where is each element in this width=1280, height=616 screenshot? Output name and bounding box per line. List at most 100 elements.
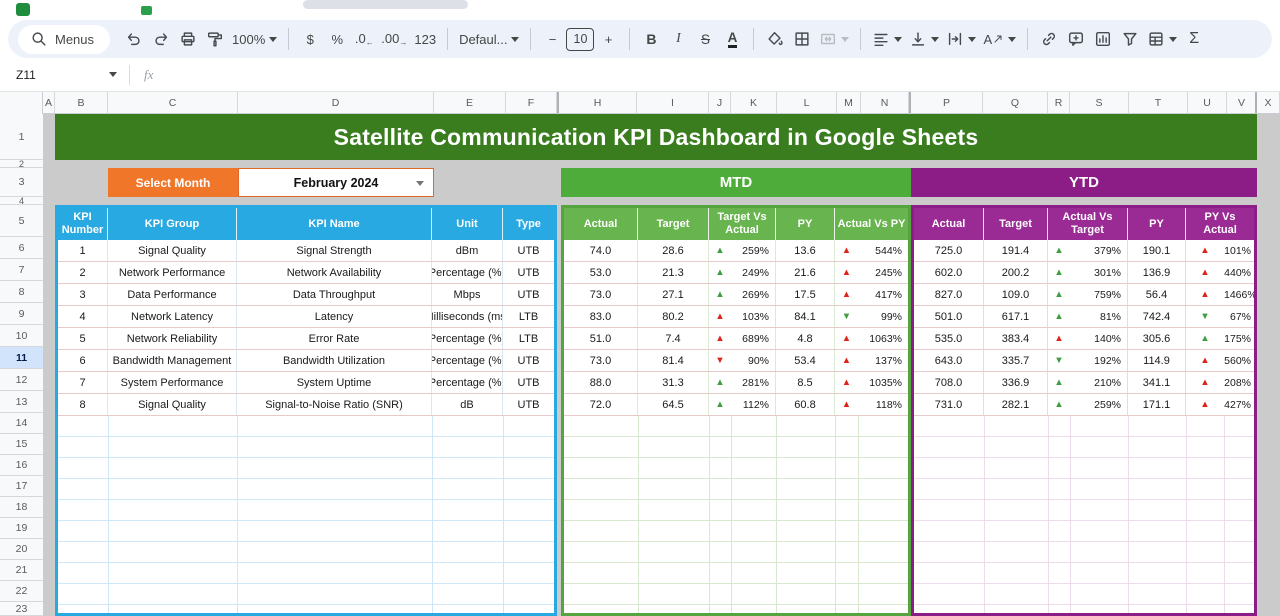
vertical-align-button[interactable] — [906, 25, 942, 53]
table-row[interactable]: 535.0 383.4 ▲ 140% 305.6 ▲ 175% — [914, 328, 1254, 350]
cell-type[interactable]: UTB — [517, 288, 540, 301]
row-header-11-selected[interactable]: 11 — [0, 347, 43, 369]
cell-actual-vs-target[interactable]: ▲ 259% — [1048, 394, 1128, 415]
row-header-3[interactable]: 3 — [0, 168, 43, 197]
column-header-A[interactable]: A — [43, 92, 55, 113]
column-header-J[interactable]: J — [709, 92, 731, 113]
table-row[interactable]: 827.0 109.0 ▲ 759% 56.4 ▲ 1466% — [914, 284, 1254, 306]
header-kpi-number[interactable]: KPI Number — [58, 208, 108, 240]
column-header-V[interactable]: V — [1227, 92, 1257, 113]
row-header-17[interactable]: 17 — [0, 476, 43, 497]
cell-kpi-name[interactable]: System Uptime — [237, 372, 432, 393]
cell-kpi-name[interactable]: Network Availability — [237, 262, 432, 283]
table-row[interactable]: 73.0 81.4 ▼ 90% 53.4 ▲ 137% — [564, 350, 908, 372]
select-all-corner[interactable] — [0, 92, 43, 114]
header-kpi-group[interactable]: KPI Group — [108, 208, 237, 240]
header-ytd-py[interactable]: PY — [1128, 208, 1186, 240]
header-mtd-py[interactable]: PY — [776, 208, 835, 240]
table-row[interactable]: 731.0 282.1 ▲ 259% 171.1 ▲ 427% — [914, 394, 1254, 416]
cell-actual-vs-target[interactable]: ▲ 301% — [1048, 262, 1128, 283]
paint-format-button[interactable] — [202, 25, 228, 53]
name-box[interactable]: Z11 — [0, 58, 105, 91]
insert-chart-button[interactable] — [1090, 25, 1116, 53]
cell-unit[interactable]: Percentage (%) — [432, 328, 503, 349]
more-formats-button[interactable]: 123 — [411, 25, 439, 53]
table-row[interactable]: 51.0 7.4 ▲ 689% 4.8 ▲ 1063% — [564, 328, 908, 350]
row-header-22[interactable]: 22 — [0, 581, 43, 602]
table-row[interactable]: 72.0 64.5 ▲ 112% 60.8 ▲ 118% — [564, 394, 908, 416]
cell-type[interactable]: UTB — [517, 266, 540, 279]
row-header-5[interactable]: 5 — [0, 205, 43, 237]
cell-type[interactable]: UTB — [517, 354, 540, 367]
cell-target[interactable]: 80.2 — [638, 306, 709, 327]
column-header-R[interactable]: R — [1048, 92, 1070, 113]
select-month-label[interactable]: Select Month — [108, 168, 238, 197]
cell-py[interactable]: 13.6 — [776, 240, 835, 261]
italic-button[interactable]: I — [665, 25, 691, 53]
cell-py[interactable]: 53.4 — [776, 350, 835, 371]
table-row[interactable]: 2 Network Performance Network Availabili… — [58, 262, 554, 284]
cell-actual[interactable]: 73.0 — [564, 350, 638, 371]
redo-button[interactable] — [148, 25, 174, 53]
column-header-K[interactable]: K — [731, 92, 777, 113]
cell-type[interactable]: UTB — [517, 376, 540, 389]
row-header-20[interactable]: 20 — [0, 539, 43, 560]
header-kpi-name[interactable]: KPI Name — [237, 208, 432, 240]
cell-target[interactable]: 335.7 — [984, 350, 1048, 371]
table-row[interactable]: 1 Signal Quality Signal Strength dBm UTB — [58, 240, 554, 262]
header-target-vs-actual[interactable]: Target Vs Actual — [709, 208, 776, 240]
header-ytd-actual[interactable]: Actual — [914, 208, 984, 240]
row-header-10[interactable]: 10 — [0, 325, 43, 347]
cell-kpi-name[interactable]: Signal-to-Noise Ratio (SNR) — [237, 394, 432, 415]
row-header-2[interactable]: 2 — [0, 160, 43, 168]
header-py-vs-actual[interactable]: PY Vs Actual — [1203, 211, 1237, 236]
cell-actual-vs-py[interactable]: ▲ 417% — [835, 284, 908, 305]
cell-kpi-number[interactable]: 8 — [58, 394, 108, 415]
cell-actual[interactable]: 643.0 — [914, 350, 984, 371]
cell-actual-vs-target[interactable]: ▲ 210% — [1048, 372, 1128, 393]
table-views-button[interactable] — [1144, 25, 1180, 53]
cell-actual-vs-target[interactable]: ▲ 759% — [1048, 284, 1128, 305]
cell-py[interactable]: 21.6 — [776, 262, 835, 283]
format-percent-button[interactable]: % — [324, 25, 350, 53]
cell-py-vs-actual[interactable]: ▲ 208% — [1186, 372, 1254, 393]
cell-unit[interactable]: Percentage (%) — [432, 372, 503, 393]
header-actual-vs-py[interactable]: Actual Vs PY — [837, 217, 906, 230]
insert-comment-button[interactable] — [1063, 25, 1089, 53]
functions-button[interactable]: Σ — [1181, 25, 1207, 53]
cell-py[interactable]: 171.1 — [1128, 394, 1186, 415]
cell-actual-vs-py[interactable]: ▲ 1063% — [835, 328, 908, 349]
cell-actual[interactable]: 53.0 — [564, 262, 638, 283]
row-header-13[interactable]: 13 — [0, 391, 43, 413]
row-header-21[interactable]: 21 — [0, 560, 43, 581]
column-header-H[interactable]: H — [559, 92, 637, 113]
row-header-9[interactable]: 9 — [0, 303, 43, 325]
cell-kpi-number[interactable]: 4 — [58, 306, 108, 327]
column-header-S[interactable]: S — [1070, 92, 1129, 113]
font-family-selector[interactable]: Defaul... — [456, 25, 522, 53]
cell-actual[interactable]: 83.0 — [564, 306, 638, 327]
table-row[interactable]: 8 Signal Quality Signal-to-Noise Ratio (… — [58, 394, 554, 416]
cell-py-vs-actual[interactable]: ▲ 560% — [1186, 350, 1254, 371]
column-header-F[interactable]: F — [506, 92, 557, 113]
cell-target[interactable]: 383.4 — [984, 328, 1048, 349]
text-rotation-button[interactable]: A — [980, 25, 1019, 53]
format-currency-button[interactable]: $ — [297, 25, 323, 53]
cell-kpi-group[interactable]: System Performance — [108, 372, 237, 393]
cell-target[interactable]: 27.1 — [638, 284, 709, 305]
table-row[interactable]: 5 Network Reliability Error Rate Percent… — [58, 328, 554, 350]
empty-rows[interactable] — [58, 416, 554, 613]
cell-kpi-number[interactable]: 1 — [58, 240, 108, 261]
undo-button[interactable] — [121, 25, 147, 53]
cell-py[interactable]: 190.1 — [1128, 240, 1186, 261]
create-filter-button[interactable] — [1117, 25, 1143, 53]
header-ytd-target[interactable]: Target — [984, 208, 1048, 240]
strikethrough-button[interactable]: S — [692, 25, 718, 53]
cell-target[interactable]: 81.4 — [638, 350, 709, 371]
row-header-19[interactable]: 19 — [0, 518, 43, 539]
cell-actual[interactable]: 88.0 — [564, 372, 638, 393]
cell-kpi-group[interactable]: Signal Quality — [108, 394, 237, 415]
table-row[interactable]: 53.0 21.3 ▲ 249% 21.6 ▲ 245% — [564, 262, 908, 284]
table-row[interactable]: 602.0 200.2 ▲ 301% 136.9 ▲ 440% — [914, 262, 1254, 284]
cell-target-vs-actual[interactable]: ▲ 112% — [709, 394, 776, 415]
